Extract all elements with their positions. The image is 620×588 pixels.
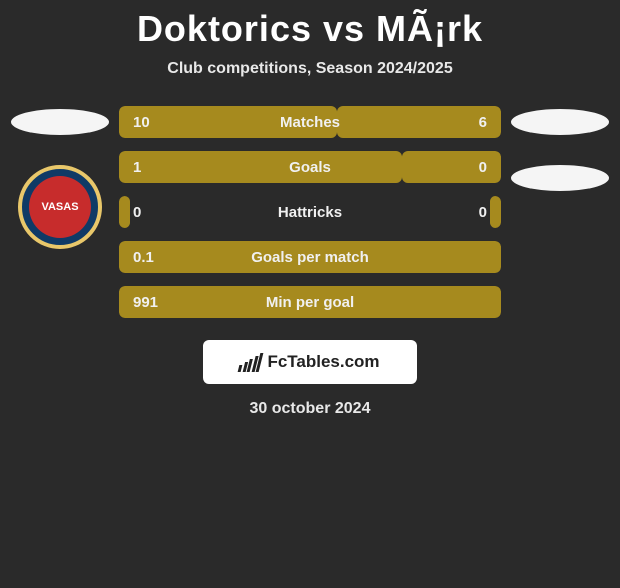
stat-right-value: 0	[479, 196, 487, 228]
stat-row-goals: 1 Goals 0	[119, 151, 501, 183]
stat-row-goals-per-match: 0.1 Goals per match	[119, 241, 501, 273]
stat-row-hattricks: 0 Hattricks 0	[119, 196, 501, 228]
subtitle: Club competitions, Season 2024/2025	[0, 60, 620, 78]
page-title: Doktorics vs MÃ¡rk	[0, 8, 620, 50]
stat-label: Hattricks	[119, 196, 501, 228]
right-side-column	[505, 106, 615, 191]
player-right-placeholder	[511, 109, 609, 135]
stat-right-value: 6	[479, 106, 487, 138]
crest-text: VASAS	[29, 176, 91, 238]
stats-card: Doktorics vs MÃ¡rk Club competitions, Se…	[0, 8, 620, 418]
source-badge: FcTables.com	[203, 340, 417, 384]
stat-row-min-per-goal: 991 Min per goal	[119, 286, 501, 318]
stat-bars: 10 Matches 6 1 Goals 0 0 Hattricks 0	[115, 106, 505, 318]
player-left-placeholder	[11, 109, 109, 135]
barchart-icon	[238, 353, 264, 372]
date: 30 october 2024	[0, 400, 620, 418]
left-side-column: VASAS	[5, 106, 115, 249]
club-right-placeholder	[511, 165, 609, 191]
stat-label: Goals	[119, 151, 501, 183]
stats-area: VASAS 10 Matches 6 1 Goals 0 0	[0, 106, 620, 318]
source-brand-text: FcTables.com	[267, 352, 379, 372]
club-crest-left: VASAS	[18, 165, 102, 249]
stat-label: Goals per match	[119, 241, 501, 273]
stat-right-value: 0	[479, 151, 487, 183]
stat-label: Min per goal	[119, 286, 501, 318]
stat-row-matches: 10 Matches 6	[119, 106, 501, 138]
stat-label: Matches	[119, 106, 501, 138]
